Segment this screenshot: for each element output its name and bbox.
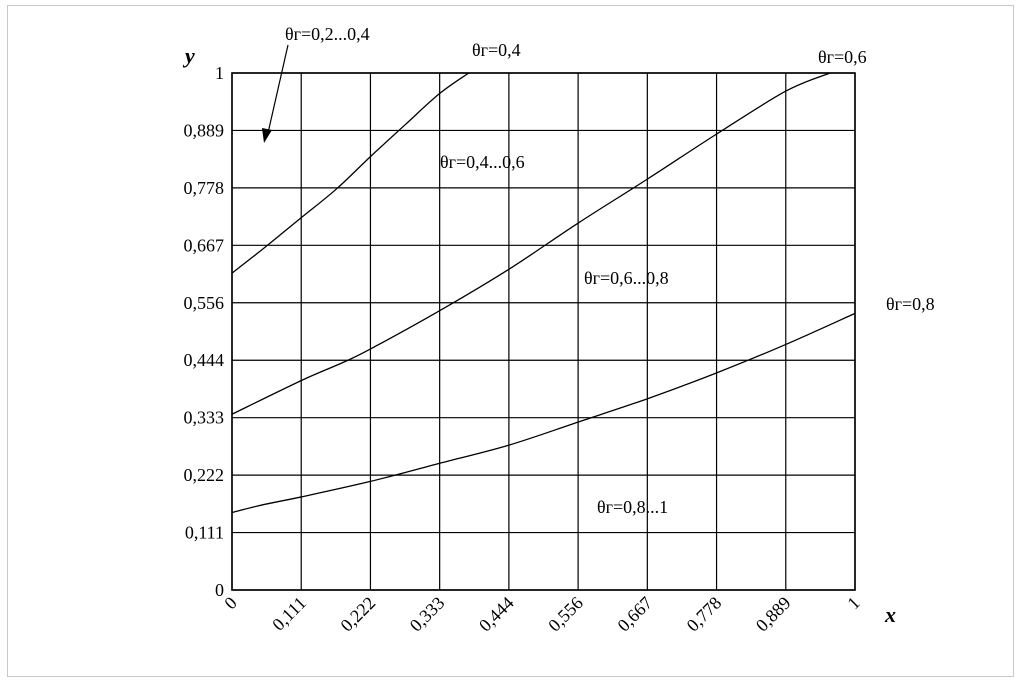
y-tick-label: 0,222: [184, 465, 225, 485]
arrow-head: [262, 128, 272, 143]
y-tick-label: 0,556: [184, 293, 225, 313]
y-axis-title: y: [182, 43, 195, 68]
y-tick-label: 0,333: [184, 408, 225, 428]
x-tick-label: 0,667: [613, 593, 656, 636]
annotation-theta-0.8: θг=0,8: [886, 294, 935, 314]
y-tick-label: 0,667: [184, 235, 225, 255]
chart-frame: [7, 5, 1014, 677]
annotation-theta-0.4-0.6: θг=0,4...0,6: [440, 152, 525, 172]
y-tick-label: 0,778: [184, 178, 225, 198]
series-line-3: [231, 312, 856, 514]
arrow-annotation: [262, 44, 289, 143]
series-group: [231, 72, 856, 514]
y-tick-label: 0,111: [185, 523, 224, 543]
annotation-theta-0.6-0.8: θг=0,6...0,8: [584, 268, 669, 288]
x-tick-label: 0,778: [683, 593, 726, 636]
series-line-2: [231, 72, 831, 415]
x-tick-label: 0,556: [544, 593, 587, 636]
annotation-theta-0.4: θг=0,4: [472, 40, 521, 60]
y-tick-label: 0,444: [184, 350, 225, 370]
grid: [231, 72, 856, 591]
x-tick-label: 1: [843, 593, 864, 614]
y-tick-labels: 0 0,111 0,222 0,333 0,444 0,556 0,667 0,778 0,88…: [184, 63, 225, 600]
series-line-1: [231, 72, 470, 274]
x-tick-label: 0,222: [336, 593, 379, 636]
y-tick-label: 0,889: [184, 120, 225, 140]
annotation-theta-0.8-1: θг=0,8...1: [597, 497, 668, 517]
y-tick-label: 1: [215, 63, 224, 83]
x-tick-label: 0: [220, 593, 241, 614]
x-tick-label: 0,333: [406, 593, 449, 636]
x-tick-label: 0,444: [475, 593, 518, 636]
x-tick-label: 0,889: [752, 593, 795, 636]
plot-area-border: [231, 72, 856, 591]
x-tick-labels: 0 0,111 0,222 0,333 0,444 0,556 0,667 0,778 0,88…: [220, 593, 864, 636]
annotation-theta-0.6: θг=0,6: [818, 47, 867, 67]
y-tick-label: 0: [215, 580, 224, 600]
x-axis-title: x: [884, 602, 896, 627]
x-tick-label: 0,111: [268, 593, 310, 635]
arrow-line: [267, 44, 289, 134]
annotation-theta-0.2-0.4: θг=0,2...0,4: [285, 24, 370, 44]
